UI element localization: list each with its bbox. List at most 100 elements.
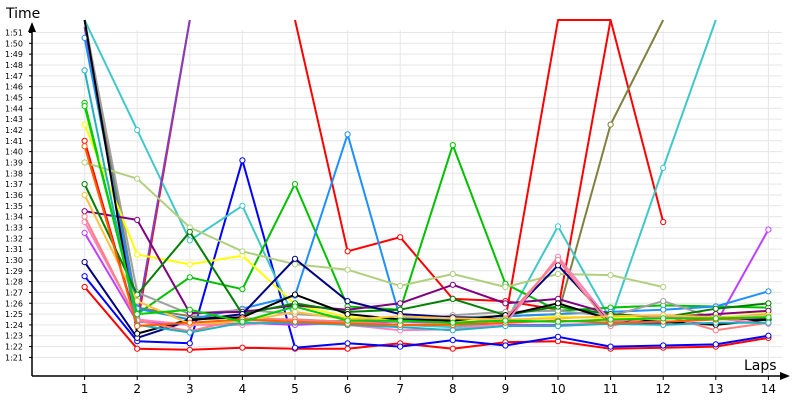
y-tick-label: 1:35 <box>5 202 23 211</box>
data-point <box>344 131 351 138</box>
data-point <box>291 291 299 298</box>
y-tick-label: 1:39 <box>5 158 23 167</box>
x-tick-label: 11 <box>603 382 618 396</box>
data-point <box>449 270 456 278</box>
data-point <box>554 318 562 325</box>
data-point <box>239 344 246 351</box>
data-point <box>81 208 88 215</box>
y-tick-label: 1:41 <box>5 137 23 146</box>
data-point <box>291 181 299 188</box>
data-point <box>81 191 88 198</box>
data-point <box>344 317 351 324</box>
data-point <box>607 272 614 279</box>
y-tick-label: 1:30 <box>5 256 23 265</box>
x-tick-label: 7 <box>396 382 404 396</box>
axes <box>28 22 790 380</box>
x-tick-label: 5 <box>291 382 299 396</box>
x-axis-title: Laps <box>744 358 777 374</box>
data-point <box>81 137 88 144</box>
data-point <box>344 266 351 273</box>
y-tick-label: 1:32 <box>5 234 23 243</box>
data-point <box>186 261 193 268</box>
x-tick-label: 6 <box>344 382 352 396</box>
y-tick-label: 1:49 <box>5 50 23 59</box>
data-point <box>239 202 246 209</box>
x-tick-label: 10 <box>550 382 565 396</box>
data-point <box>449 345 456 352</box>
data-point <box>765 226 772 233</box>
data-point <box>81 121 88 128</box>
series-7 <box>81 99 772 318</box>
series-line <box>83 102 769 316</box>
series-23 <box>81 103 772 326</box>
series-group <box>81 19 772 353</box>
data-point <box>81 229 88 236</box>
data-point <box>81 67 88 74</box>
data-point <box>81 159 88 166</box>
data-point <box>397 282 404 289</box>
y-tick-label: 1:36 <box>5 191 23 200</box>
data-point <box>397 343 404 350</box>
y-tick-label: 1:44 <box>5 104 23 113</box>
series-line <box>83 183 769 319</box>
data-point <box>607 121 614 128</box>
data-point <box>81 283 88 291</box>
y-tick-label: 1:22 <box>5 343 23 352</box>
x-tick-label: 9 <box>502 382 510 396</box>
data-point <box>554 223 562 230</box>
data-point <box>712 341 719 348</box>
x-tick-label: 12 <box>656 382 671 396</box>
data-point <box>449 319 456 326</box>
data-point <box>502 283 509 291</box>
x-tick-label: 3 <box>186 382 194 396</box>
data-point <box>660 218 667 226</box>
data-point <box>765 300 772 307</box>
data-point <box>186 237 193 244</box>
x-tick-labels: 1 2 3 4 5 6 7 8 9 10 11 12 13 14 <box>81 376 776 396</box>
series-line <box>83 145 769 327</box>
data-point <box>291 255 299 262</box>
data-point <box>239 157 246 164</box>
data-point <box>554 300 562 307</box>
data-point <box>186 346 193 353</box>
data-point <box>344 311 351 318</box>
data-point <box>765 314 772 321</box>
x-axis-arrow <box>780 372 790 380</box>
data-point <box>660 315 667 322</box>
y-tick-label: 1:48 <box>5 61 23 70</box>
data-point <box>449 281 456 288</box>
data-point <box>81 259 88 266</box>
data-point <box>502 317 509 324</box>
y-tick-label: 1:23 <box>5 332 23 341</box>
data-point <box>239 248 246 255</box>
data-point <box>81 181 88 188</box>
y-tick-label: 1:38 <box>5 169 23 178</box>
y-tick-label: 1:29 <box>5 267 23 276</box>
y-tick-label: 1:51 <box>5 29 23 38</box>
data-point <box>607 316 614 323</box>
x-tick-label: 2 <box>133 382 141 396</box>
data-point <box>712 305 719 312</box>
series-line <box>504 19 665 320</box>
data-point <box>134 251 141 258</box>
data-point <box>291 344 299 351</box>
data-point <box>344 340 351 347</box>
y-axis-title: Time <box>5 6 40 22</box>
data-point <box>607 343 614 350</box>
data-point <box>554 333 562 340</box>
data-point <box>81 273 88 280</box>
data-point <box>660 164 667 171</box>
data-point <box>239 286 246 293</box>
series-line <box>83 194 769 325</box>
data-point <box>186 319 193 326</box>
data-point <box>134 322 141 330</box>
data-point <box>186 228 193 235</box>
y-tick-label: 1:33 <box>5 223 23 232</box>
x-tick-label: 4 <box>239 382 247 396</box>
y-tick-label: 1:40 <box>5 148 23 157</box>
data-point <box>765 319 772 326</box>
data-point <box>712 315 719 322</box>
data-point <box>134 126 141 134</box>
data-point <box>239 318 246 325</box>
data-point <box>186 274 193 281</box>
